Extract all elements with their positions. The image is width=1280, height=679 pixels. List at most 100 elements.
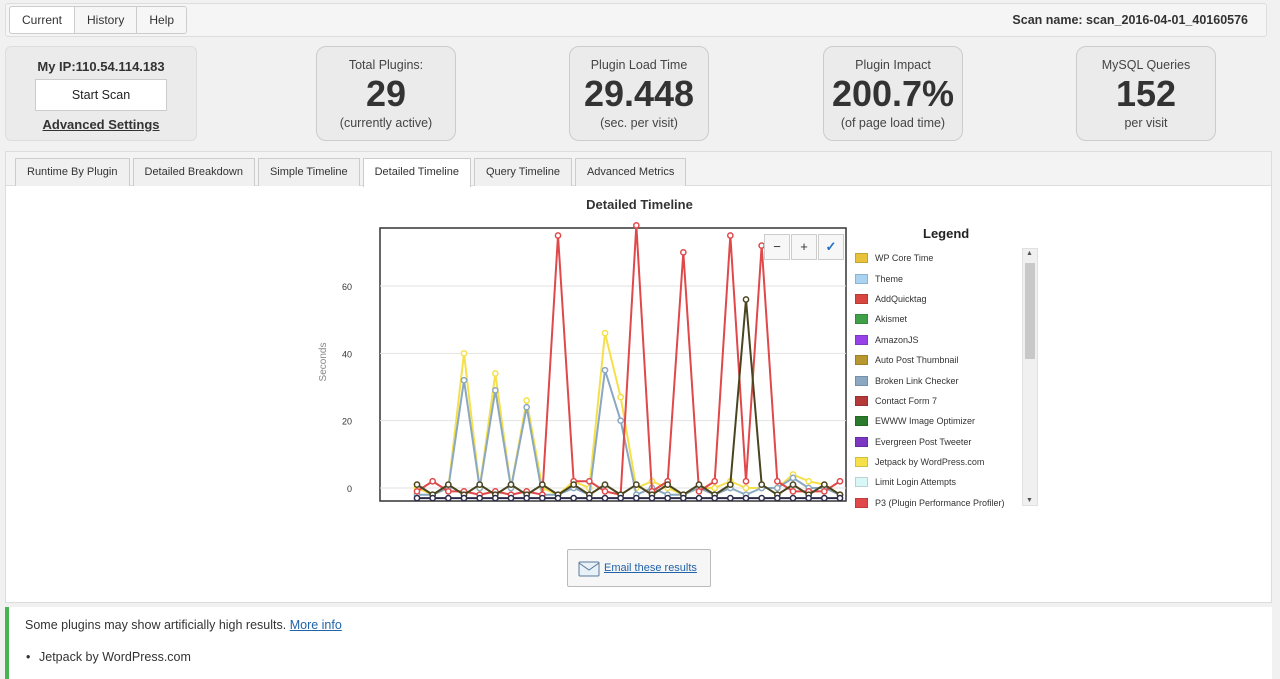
stat-value: 152: [1115, 73, 1177, 114]
tab-detailed-breakdown[interactable]: Detailed Breakdown: [132, 158, 255, 186]
data-point: [789, 474, 797, 482]
data-point: [585, 494, 593, 502]
data-point: [601, 494, 609, 502]
data-point: [742, 296, 750, 303]
legend-label: P3 (Plugin Performance Profiler): [875, 497, 1005, 508]
data-point: [726, 481, 734, 488]
legend-item[interactable]: AddQuicktag: [855, 289, 1025, 309]
scroll-up-arrow-icon[interactable]: ▲: [1026, 250, 1033, 257]
tab-detailed-timeline[interactable]: Detailed Timeline: [362, 158, 471, 187]
advanced-settings-link[interactable]: Advanced Settings: [42, 117, 160, 132]
tab-runtime-by-plugin[interactable]: Runtime By Plugin: [15, 158, 130, 186]
stat-plugin-load-time: Plugin Load Time 29.448 (sec. per visit): [569, 46, 709, 141]
legend-label: Contact Form 7: [875, 395, 938, 406]
data-point: [758, 494, 766, 502]
stat-title: MySQL Queries: [1101, 58, 1191, 72]
legend-item[interactable]: Jetpack by WordPress.com: [855, 452, 1025, 472]
legend-swatch: [855, 273, 868, 284]
notice-banner: Some plugins may show artificially high …: [5, 607, 1272, 679]
stat-title: Plugin Load Time: [590, 58, 688, 72]
data-point: [523, 494, 531, 502]
tab-help[interactable]: Help: [137, 6, 188, 34]
legend-swatch: [855, 253, 868, 264]
zoom-out-button[interactable]: −: [764, 234, 790, 260]
y-tick-label: 60: [342, 282, 352, 292]
legend-swatch: [855, 436, 868, 447]
scroll-down-arrow-icon[interactable]: ▼: [1026, 497, 1033, 504]
envelope-icon: [578, 561, 600, 577]
series-line: [416, 224, 841, 496]
legend-swatch: [855, 293, 868, 304]
data-point: [632, 481, 640, 488]
tab-history[interactable]: History: [75, 6, 138, 34]
data-point: [773, 494, 781, 502]
notice-list-item: Jetpack by WordPress.com: [26, 650, 191, 664]
stat-value: 29: [365, 73, 407, 114]
zoom-select-checkbox[interactable]: ✓: [818, 234, 844, 260]
data-point: [726, 232, 734, 239]
email-results-label: Email these results: [604, 562, 697, 574]
data-point: [711, 494, 719, 502]
more-info-link[interactable]: More info: [289, 618, 342, 632]
legend-label: Theme: [875, 273, 904, 284]
my-ip-label: My IP:110.54.114.183: [37, 59, 165, 74]
stat-mysql-queries: MySQL Queries 152 per visit: [1076, 46, 1216, 141]
legend-scrollbar[interactable]: ▲ ▼: [1022, 248, 1038, 506]
data-point: [632, 222, 640, 229]
data-point: [664, 494, 672, 502]
email-results-button[interactable]: Email these results: [567, 549, 711, 587]
ip-box: My IP:110.54.114.183 Start Scan Advanced…: [5, 46, 197, 141]
y-tick-label: 20: [342, 417, 352, 427]
data-point: [429, 477, 437, 485]
data-point: [805, 494, 813, 502]
top-tabs: Current History Help: [9, 6, 188, 34]
data-point: [820, 488, 828, 495]
legend-item[interactable]: Akismet: [855, 309, 1025, 329]
data-point: [726, 494, 734, 502]
legend-item[interactable]: Limit Login Attempts: [855, 472, 1025, 492]
data-point: [444, 488, 452, 495]
legend-item[interactable]: Auto Post Thumbnail: [855, 350, 1025, 370]
legend-item[interactable]: Broken Link Checker: [855, 370, 1025, 390]
data-point: [648, 494, 656, 502]
tab-query-timeline[interactable]: Query Timeline: [473, 158, 572, 186]
legend-item[interactable]: Evergreen Post Tweeter: [855, 432, 1025, 452]
data-point: [460, 494, 468, 502]
data-point: [632, 494, 640, 502]
notice-message: Some plugins may show artificially high …: [25, 618, 287, 632]
tab-simple-timeline[interactable]: Simple Timeline: [257, 158, 360, 186]
stat-subtitle: (currently active): [339, 116, 433, 130]
detailed-timeline-chart: 0 20 40 60 Seconds: [318, 222, 847, 502]
legend-title: Legend: [923, 226, 970, 241]
data-point: [476, 494, 484, 502]
data-point: [601, 329, 609, 337]
data-point: [711, 477, 719, 485]
legend-item[interactable]: EWWW Image Optimizer: [855, 411, 1025, 431]
legend-label: Broken Link Checker: [875, 375, 959, 386]
chart-title: Detailed Timeline: [586, 197, 693, 212]
zoom-in-button[interactable]: +: [791, 234, 817, 260]
legend-item[interactable]: Contact Form 7: [855, 391, 1025, 411]
data-point: [491, 494, 499, 502]
data-point: [742, 477, 750, 485]
legend-list: WP Core Time Theme AddQuicktag Akismet Amazo…: [855, 248, 1025, 508]
legend-label: EWWW Image Optimizer: [875, 416, 976, 427]
legend-item[interactable]: P3 (Plugin Performance Profiler): [855, 493, 1025, 508]
data-point: [460, 376, 468, 384]
data-point: [476, 481, 484, 488]
legend-swatch: [855, 334, 868, 345]
legend-item[interactable]: AmazonJS: [855, 330, 1025, 350]
scroll-thumb[interactable]: [1025, 263, 1035, 359]
data-point: [695, 488, 703, 495]
tab-current[interactable]: Current: [9, 6, 76, 34]
top-tab-bar: Current History Help Scan name: scan_201…: [5, 3, 1267, 37]
start-scan-button[interactable]: Start Scan: [35, 79, 167, 111]
data-point: [789, 481, 797, 488]
tab-advanced-metrics[interactable]: Advanced Metrics: [574, 158, 687, 186]
scan-name: Scan name: scan_2016-04-01_40160576: [1012, 13, 1248, 27]
legend-item[interactable]: WP Core Time: [855, 248, 1025, 268]
stat-subtitle: (sec. per visit): [600, 116, 678, 130]
legend-label: Auto Post Thumbnail: [875, 355, 959, 366]
data-point: [789, 494, 797, 502]
legend-item[interactable]: Theme: [855, 268, 1025, 288]
